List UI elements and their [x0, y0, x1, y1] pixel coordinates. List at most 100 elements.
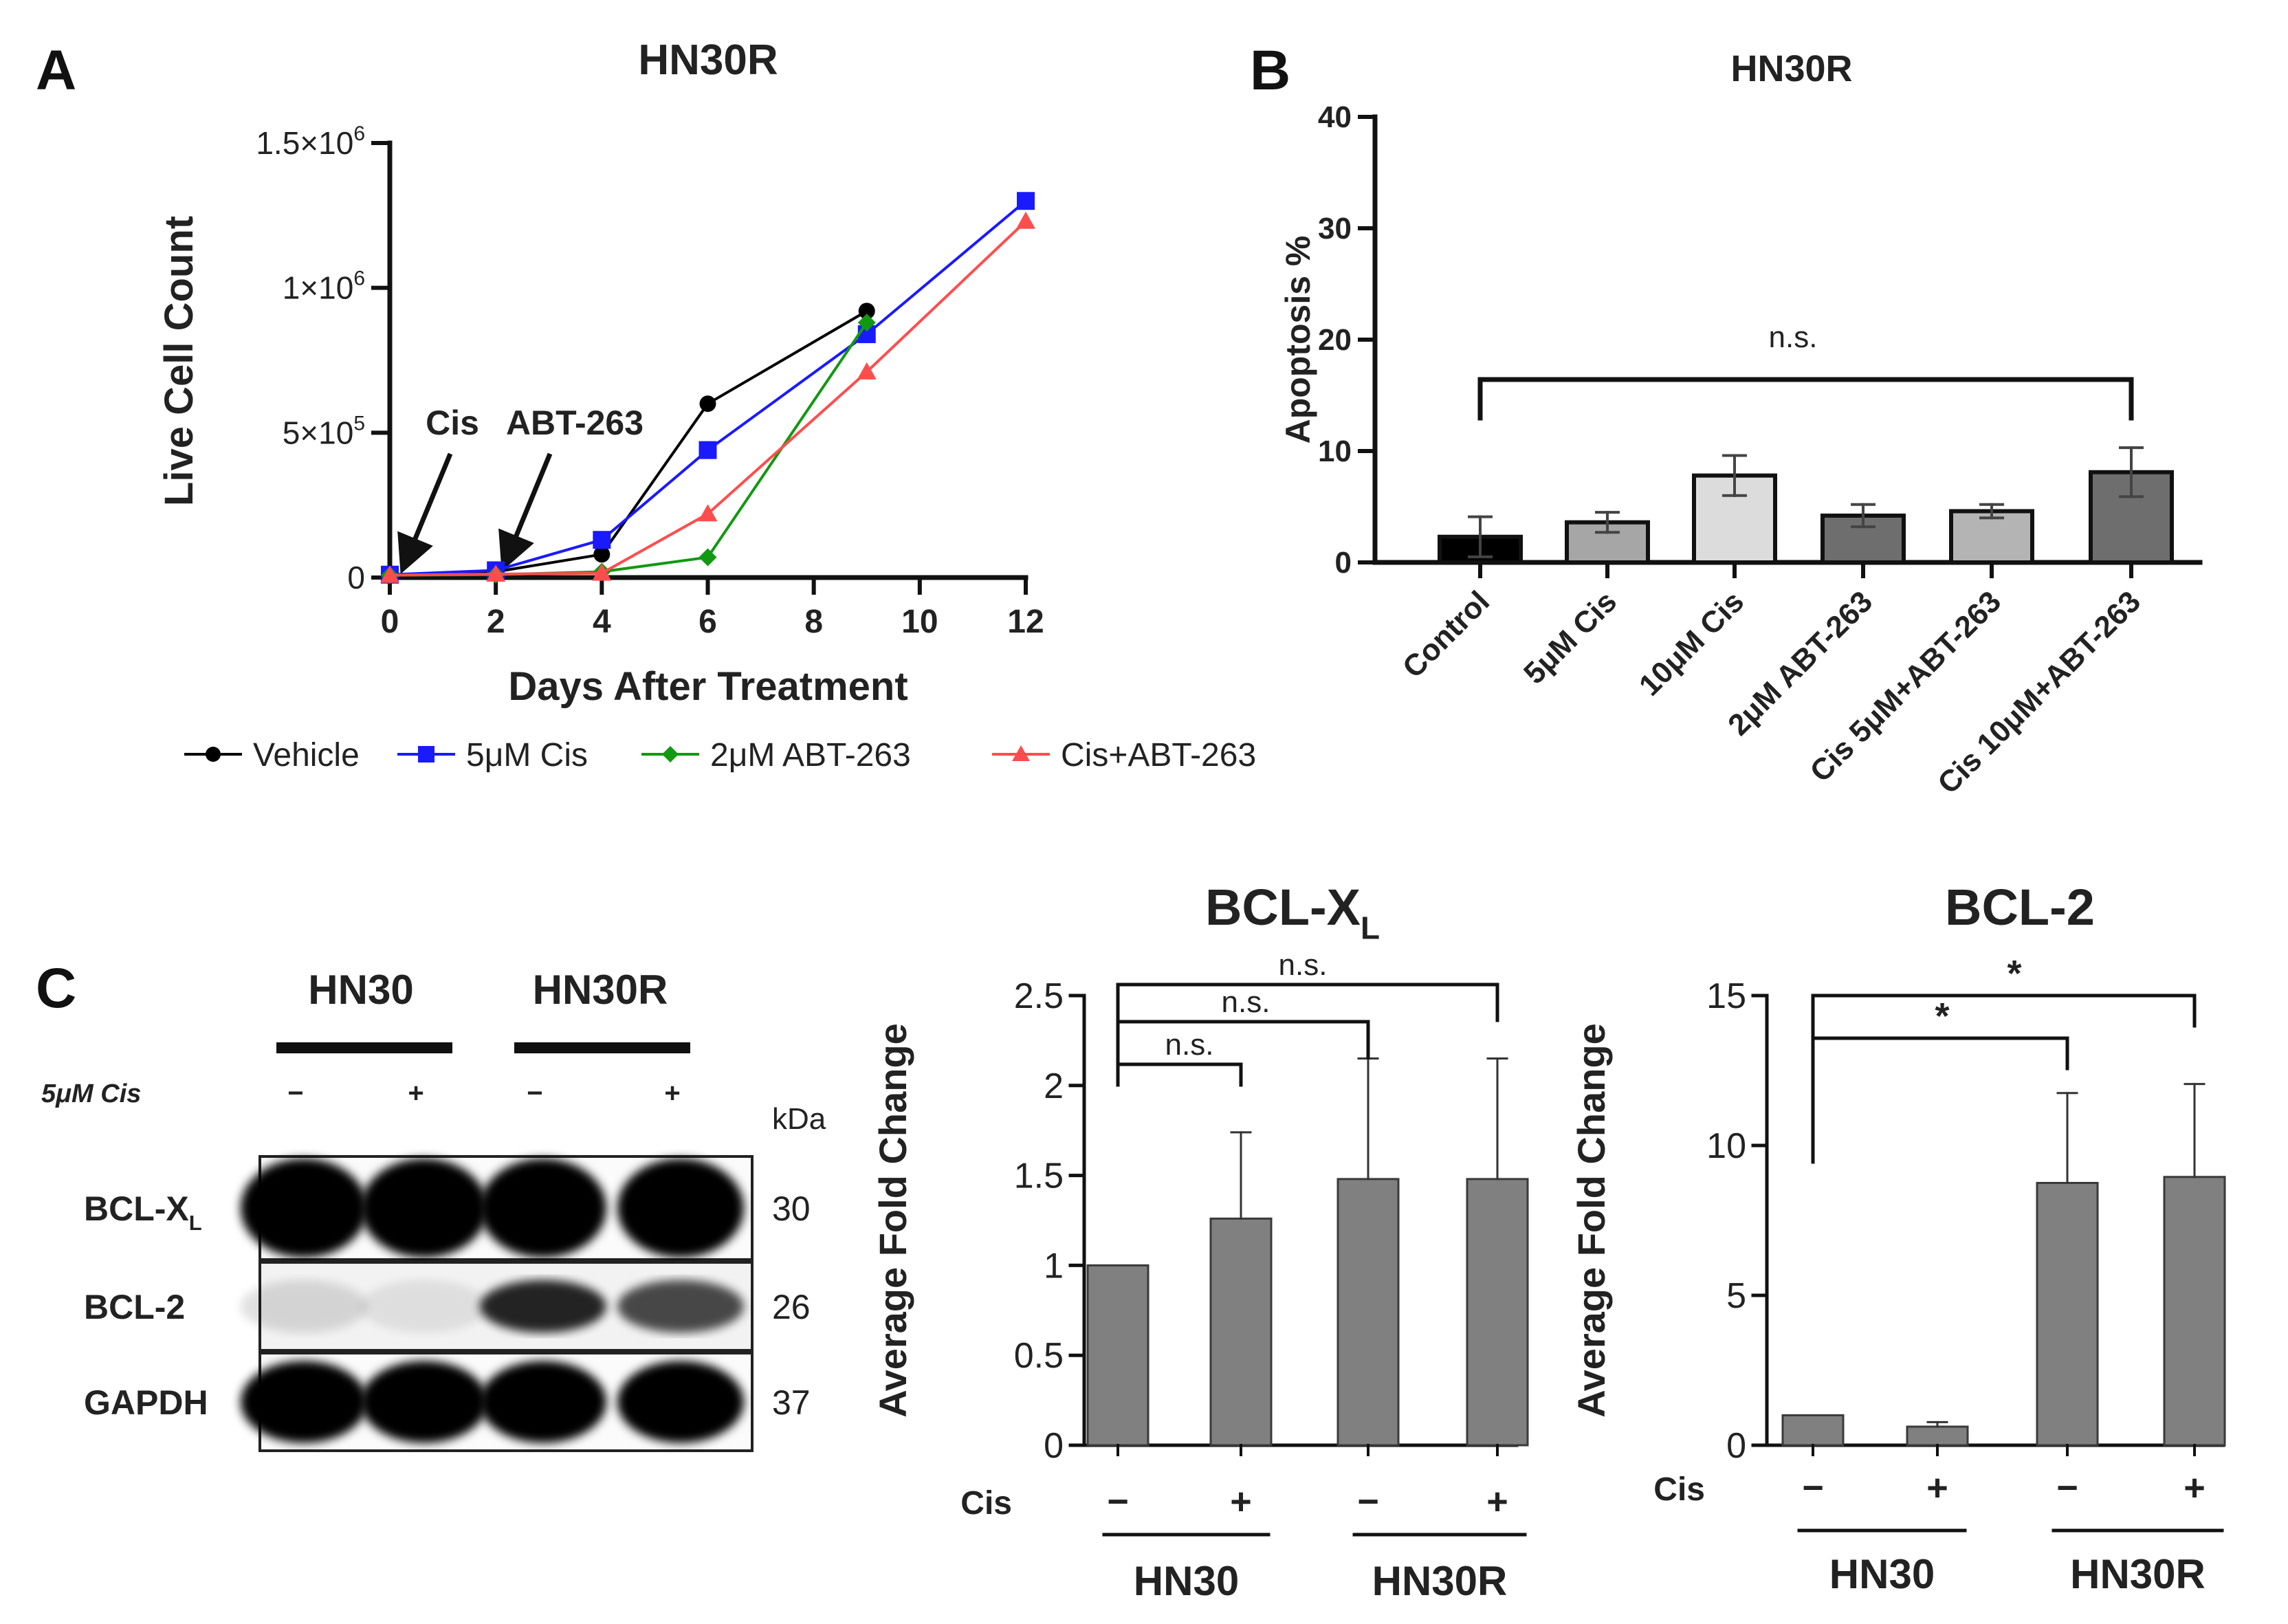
panel-a-x-tick-label: 12	[1007, 604, 1044, 640]
blot-band	[241, 1361, 367, 1443]
panel-a-x-tick-label: 0	[381, 604, 399, 640]
panel-a-y-tick-label: 0	[347, 560, 365, 595]
panel-a-data-point	[698, 441, 717, 459]
bcl2-y-tick-label: 5	[1726, 1276, 1746, 1316]
bcl2-cis-sign: +	[2184, 1467, 2206, 1508]
blot-group-bar-hn30r	[514, 1042, 690, 1053]
blot-kda-value: 30	[772, 1189, 811, 1228]
blot-band	[361, 1280, 487, 1333]
panel-a-data-point	[1016, 211, 1035, 229]
panel-c-western-blot: HN30 HN30R 5μM Cis − + − + kDa BCL-XL 30 BCL-2 26 GA…	[41, 967, 826, 1452]
bcl2-cis-label: Cis	[1653, 1471, 1705, 1508]
bclxl-cis-sign: +	[1486, 1481, 1508, 1522]
bclxl-sig-label: n.s.	[1222, 985, 1270, 1019]
panel-b-sig-label: n.s.	[1769, 320, 1818, 354]
bclxl-sig-label: n.s.	[1279, 948, 1328, 982]
bclxl-bar	[1209, 1217, 1273, 1447]
panel-a-data-point	[699, 395, 716, 413]
blot-band	[241, 1159, 367, 1258]
bcl2-bar	[1781, 1414, 1845, 1447]
bcl2-sig-label: *	[2007, 953, 2021, 994]
panel-a-data-point	[592, 563, 612, 581]
bcl2-y-tick-label: 0	[1726, 1426, 1746, 1466]
bcl2-cis-sign: −	[1802, 1467, 1824, 1508]
panel-a-legend-marker	[1012, 745, 1030, 761]
panel-a-y-label: Live Cell Count	[157, 216, 201, 506]
panel-a-data-point	[593, 531, 611, 549]
blot-band	[480, 1361, 606, 1443]
panel-a-y-tick-mantissa: 5×10	[283, 415, 354, 450]
panel-a-y-tick-exponent: 6	[353, 122, 365, 145]
panel-a-y-tick-label: 1.5×106	[256, 122, 365, 161]
blot-protein-label: BCL-2	[84, 1288, 185, 1326]
bcl2-y-label: Average Fold Change	[1570, 1023, 1613, 1418]
panel-a-data-point	[593, 546, 610, 563]
blot-kda-value: 37	[772, 1383, 811, 1422]
blot-protein-label-main: GAPDH	[84, 1383, 208, 1422]
panel-a-annotation-cis: Cis	[426, 404, 479, 442]
panel-a-legend-marker	[206, 747, 221, 762]
panel-letter-c: C	[36, 957, 76, 1020]
panel-a-data-point	[698, 548, 717, 567]
blot-band	[480, 1280, 606, 1333]
panel-a-data-point	[486, 564, 506, 582]
bcl2-title: BCL-2	[1945, 879, 2095, 936]
panel-a-legend-marker	[662, 746, 679, 762]
bcl2-cis-sign: +	[1926, 1467, 1948, 1508]
panel-a-legend-label: Vehicle	[253, 737, 360, 773]
panel-a-legend-label: 2μM ABT-263	[710, 737, 911, 773]
panel-a-data-point	[380, 565, 399, 583]
blot-protein-label-main: BCL-2	[84, 1288, 185, 1326]
blot-band	[617, 1159, 744, 1258]
bcl2-bar	[2163, 1176, 2226, 1447]
bclxl-cis-sign: −	[1357, 1481, 1379, 1522]
blot-protein-label-subscript: L	[189, 1211, 202, 1235]
bclxl-y-tick-label: 1	[1044, 1246, 1064, 1286]
bclxl-cis-sign: +	[1230, 1481, 1252, 1522]
bclxl-sig-label: n.s.	[1165, 1028, 1214, 1062]
panel-a-x-label: Days After Treatment	[508, 664, 908, 709]
panel-b-x-tick-label: 10μM Cis	[1633, 584, 1750, 702]
bcl2-cis-sign: −	[2056, 1467, 2078, 1508]
bclxl-cis-sign: −	[1107, 1481, 1129, 1522]
bclxl-y-tick-label: 2	[1044, 1066, 1064, 1106]
bcl2-title-main: BCL-2	[1945, 879, 2095, 936]
panel-a-legend-label: 5μM Cis	[466, 737, 588, 773]
panel-a-series-line	[389, 322, 868, 577]
panel-b-title: HN30R	[1730, 48, 1852, 89]
blot-protein-label: BCL-XL	[84, 1189, 202, 1235]
panel-a-annotation-abt263: ABT-263	[506, 404, 644, 442]
panel-a-arrow-cis	[397, 452, 453, 574]
bcl2-group-label-hn30: HN30	[1829, 1551, 1935, 1597]
blot-band	[617, 1361, 744, 1443]
bclxl-cis-label: Cis	[960, 1485, 1012, 1522]
bcl2-group-label-hn30r: HN30R	[2070, 1551, 2206, 1597]
panel-a-series-line	[389, 220, 1027, 577]
panel-b-y-label: Apoptosis %	[1279, 236, 1317, 444]
blot-band	[617, 1280, 744, 1333]
blot-group-bar-hn30	[276, 1042, 452, 1053]
panel-c-bclxl-bar-chart: BCL-XL 0 0.5 1 1.5 2 2.5 Average Fold Change − + −…	[871, 879, 1529, 1604]
panel-letter-a: A	[36, 39, 76, 102]
panel-a-y-tick-label: 1×106	[283, 267, 365, 306]
panel-a-y-tick-mantissa: 0	[347, 560, 365, 595]
blot-treatment-label: 5μM Cis	[41, 1079, 141, 1108]
bcl2-sig-label: *	[1935, 996, 1949, 1037]
panel-a-y-tick-exponent: 6	[353, 267, 365, 290]
blot-protein-label: GAPDH	[84, 1383, 208, 1422]
bclxl-bar	[1336, 1178, 1400, 1447]
bcl2-y-tick-label: 10	[1706, 1126, 1746, 1166]
panel-a-x-tick-label: 8	[804, 604, 823, 640]
bcl2-bar	[2036, 1182, 2099, 1447]
panel-a-y-tick-exponent: 5	[353, 412, 365, 435]
bclxl-y-label: Average Fold Change	[871, 1023, 914, 1418]
panel-a-legend-label: Cis+ABT-263	[1061, 737, 1256, 773]
panel-a-x-tick-label: 10	[901, 604, 938, 640]
panel-a-y-tick-label: 5×105	[283, 412, 365, 450]
bclxl-y-tick-label: 0	[1044, 1426, 1064, 1466]
panel-a-y-tick-mantissa: 1.5×10	[256, 125, 353, 161]
panel-b-y-tick-label: 10	[1318, 435, 1352, 468]
panel-a-data-point	[857, 362, 877, 380]
